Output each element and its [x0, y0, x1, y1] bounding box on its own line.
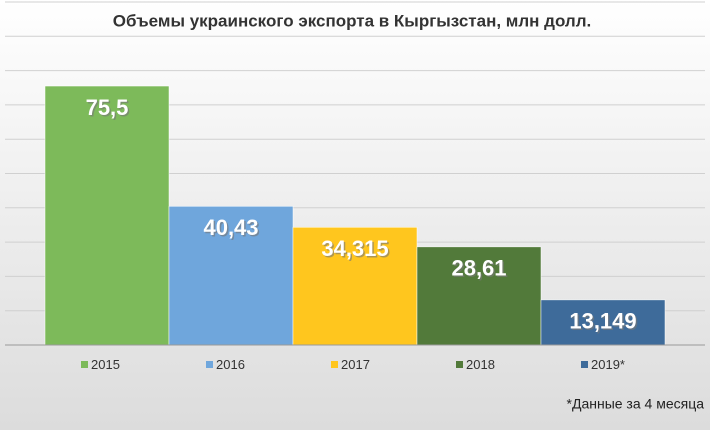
data-label-shadow: 40,43 [205, 217, 260, 242]
bar [416, 246, 542, 346]
legend-label: 2017 [341, 357, 370, 372]
legend-swatch [206, 361, 213, 368]
data-label: 13,149 [569, 309, 636, 334]
data-label-shadow: 13,149 [571, 310, 638, 335]
data-label-shadow: 34,315 [323, 238, 390, 263]
data-label: 28,61 [451, 256, 506, 281]
legend-swatch [456, 361, 463, 368]
chart-title: Объемы украинского экспорта в Кыргызстан… [113, 11, 591, 30]
data-label: 75,5 [86, 95, 129, 120]
legend-label: 2019* [591, 357, 625, 372]
legend-label: 2016 [216, 357, 245, 372]
bar [540, 299, 666, 346]
data-label: 40,43 [203, 215, 258, 240]
bar [44, 85, 170, 346]
data-label: 34,315 [321, 236, 388, 261]
bar [168, 206, 294, 346]
legend-label: 2015 [91, 357, 120, 372]
footnote: *Данные за 4 месяца [567, 396, 705, 412]
bar [292, 227, 418, 346]
legend-label: 2018 [466, 357, 495, 372]
legend-swatch [581, 361, 588, 368]
legend-swatch [331, 361, 338, 368]
legend-swatch [81, 361, 88, 368]
data-label-shadow: 28,61 [453, 257, 508, 282]
data-label-shadow: 75,5 [87, 96, 130, 121]
